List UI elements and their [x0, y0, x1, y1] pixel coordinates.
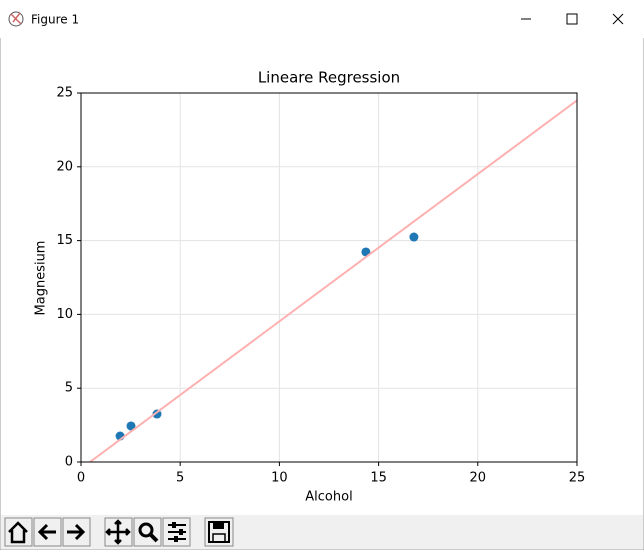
- forward-button[interactable]: [62, 517, 91, 547]
- y-tick-label: 20: [56, 159, 73, 174]
- app-icon-glyph: [10, 12, 22, 25]
- pan-button[interactable]: [104, 517, 133, 547]
- close-button[interactable]: [612, 13, 624, 25]
- x-tick-label: 10: [271, 471, 288, 486]
- x-tick-label: 20: [470, 471, 487, 486]
- maximize-button[interactable]: [566, 13, 578, 25]
- window-title: Figure 1: [31, 13, 79, 27]
- regression-line: [89, 99, 577, 462]
- configure-button[interactable]: [162, 517, 191, 547]
- data-point: [126, 421, 136, 431]
- toolbar: [1, 515, 643, 549]
- y-tick-label: 5: [65, 381, 73, 396]
- chart-title: Lineare Regression: [258, 69, 400, 87]
- save-button[interactable]: [204, 517, 234, 547]
- plot: 0 5 10 15 20 25 0 5 10 15 20 25: [56, 86, 585, 486]
- y-tick-label: 0: [65, 455, 73, 470]
- back-button[interactable]: [33, 517, 62, 547]
- data-point: [409, 232, 419, 242]
- x-tick-label: 25: [569, 471, 586, 486]
- zoom-button[interactable]: [133, 517, 162, 547]
- y-tick-label: 25: [56, 86, 73, 101]
- x-tick-label: 15: [370, 471, 387, 486]
- y-tick-label: 15: [56, 233, 73, 248]
- y-tick-label: 10: [56, 307, 73, 322]
- x-tick-label: 5: [176, 471, 184, 486]
- home-button[interactable]: [4, 517, 33, 547]
- x-tick-label: 0: [77, 471, 85, 486]
- title-bar: [0, 0, 644, 38]
- y-axis-label: Magnesium: [34, 241, 49, 316]
- plot-frame: [80, 92, 578, 463]
- x-axis-label: Alcohol: [305, 490, 352, 505]
